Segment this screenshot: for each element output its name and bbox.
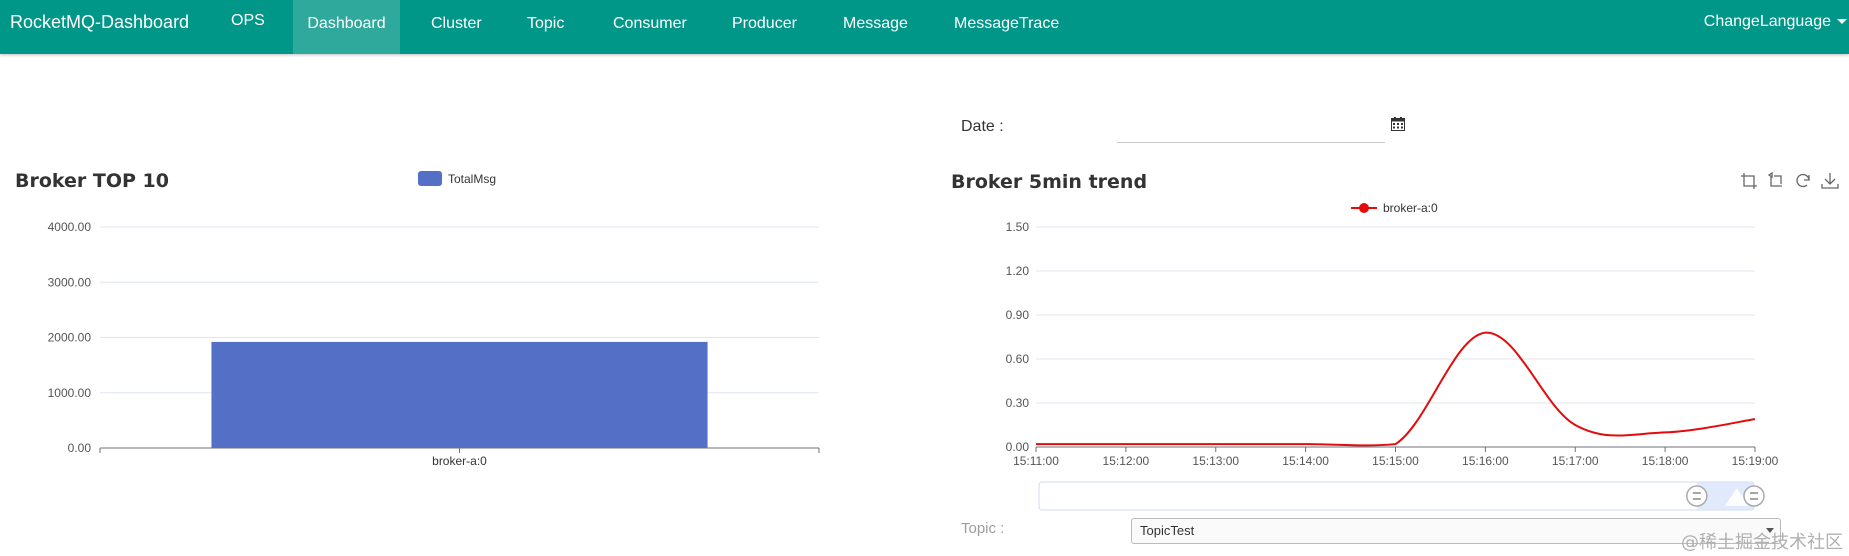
x-tick-label: 15:11:00 xyxy=(1013,454,1059,468)
calendar-icon[interactable] xyxy=(1391,117,1405,131)
restore-icon[interactable] xyxy=(1794,172,1812,190)
topic-select[interactable]: TopicTest xyxy=(1131,518,1781,544)
y-tick-label: 2000.00 xyxy=(48,331,92,345)
y-tick-label: 1.20 xyxy=(1006,264,1030,278)
broker-top10-chart: 0.00 1000.00 2000.00 3000.00 4000.00 broker-a… xyxy=(48,220,820,468)
download-icon[interactable] xyxy=(1821,172,1839,190)
x-tick-label: 15:17:00 xyxy=(1552,454,1599,468)
caret-down-icon xyxy=(1837,19,1847,25)
y-tick-label: 0.60 xyxy=(1006,352,1030,366)
y-tick-label: 1.50 xyxy=(1006,220,1030,234)
change-language-dropdown[interactable]: ChangeLanguage xyxy=(1704,0,1849,44)
x-tick-label: 15:12:00 xyxy=(1103,454,1150,468)
datazoom-preview xyxy=(1724,488,1749,506)
change-language-label: ChangeLanguage xyxy=(1703,13,1831,30)
nav-item-dashboard[interactable]: Dashboard xyxy=(293,0,400,54)
datazoom-track xyxy=(1038,481,1755,511)
brand-logo[interactable]: RocketMQ-Dashboard xyxy=(10,12,190,32)
nav-item-message[interactable]: Message xyxy=(843,15,908,32)
datazoom-handle-icon[interactable] xyxy=(1743,485,1765,507)
zoom-icon[interactable] xyxy=(1740,172,1758,190)
x-tick-label: 15:14:00 xyxy=(1282,454,1329,468)
topic-label: Topic : xyxy=(961,520,1005,537)
zoom-reset-icon[interactable] xyxy=(1767,172,1785,190)
nav-item-topic[interactable]: Topic xyxy=(527,15,565,32)
nav-item-producer[interactable]: Producer xyxy=(732,15,797,32)
nav-item-messagetrace[interactable]: MessageTrace xyxy=(954,15,1060,32)
line-chart-legend[interactable]: broker-a:0 xyxy=(1351,201,1438,215)
y-tick-label: 0.90 xyxy=(1006,308,1030,322)
nav-item-ops[interactable]: OPS xyxy=(231,12,265,29)
x-tick-label: 15:19:00 xyxy=(1732,454,1779,468)
y-tick-label: 4000.00 xyxy=(48,220,92,234)
chevron-down-icon xyxy=(1766,528,1774,533)
chart-toolbox xyxy=(1740,172,1839,190)
x-tick-label: 15:18:00 xyxy=(1642,454,1689,468)
date-label: Date : xyxy=(961,118,1004,135)
x-tick-label: broker-a:0 xyxy=(432,454,487,468)
top-navbar: RocketMQ-Dashboard OPS Dashboard Cluster… xyxy=(0,0,1849,54)
legend-label: TotalMsg xyxy=(448,171,497,186)
x-tick-label: 15:15:00 xyxy=(1372,454,1419,468)
bar-chart-legend[interactable]: TotalMsg xyxy=(418,171,496,186)
x-tick-label: 15:16:00 xyxy=(1462,454,1509,468)
series-line-broker-a xyxy=(1036,331,1756,447)
y-tick-label: 0.00 xyxy=(68,441,92,455)
x-tick-label: 15:13:00 xyxy=(1192,454,1239,468)
y-tick-label: 3000.00 xyxy=(48,275,92,289)
datazoom-slider xyxy=(1038,481,1765,511)
nav-item-consumer[interactable]: Consumer xyxy=(613,15,687,32)
y-tick-label: 1000.00 xyxy=(48,386,92,400)
y-tick-label: 0.30 xyxy=(1006,396,1030,410)
watermark: @稀土掘金技术社区 xyxy=(1681,532,1843,553)
legend-line-swatch xyxy=(1351,203,1377,213)
date-input[interactable] xyxy=(1117,112,1385,143)
legend-swatch xyxy=(418,171,442,186)
topic-selected-value: TopicTest xyxy=(1140,523,1195,538)
datazoom-handle-icon[interactable] xyxy=(1686,485,1708,507)
broker-trend-title: Broker 5min trend xyxy=(951,171,1148,193)
nav-item-cluster[interactable]: Cluster xyxy=(431,15,482,32)
broker-trend-chart: 0.00 0.30 0.60 0.90 1.20 1.50 15:11:00 15:12:00… xyxy=(1006,220,1779,468)
bar xyxy=(211,341,708,448)
broker-top10-title: Broker TOP 10 xyxy=(15,170,169,192)
y-tick-label: 0.00 xyxy=(1006,440,1030,454)
legend-label: broker-a:0 xyxy=(1383,201,1438,215)
